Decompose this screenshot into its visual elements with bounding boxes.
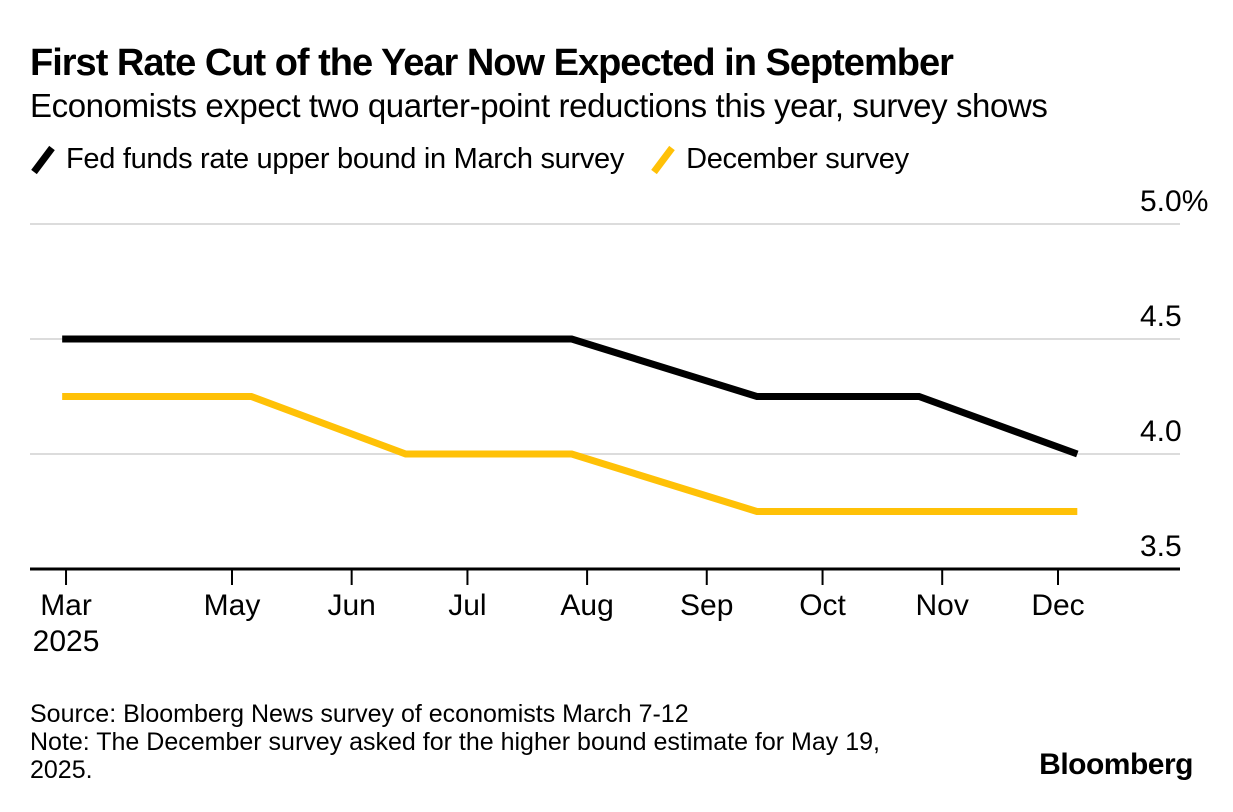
legend-item-december-survey: December survey [650, 143, 909, 176]
x-tick-label: Aug [560, 589, 614, 622]
legend-item-march-survey: Fed funds rate upper bound in March surv… [30, 143, 624, 176]
chart-subtitle: Economists expect two quarter-point redu… [30, 87, 1048, 124]
legend-label-march-survey: Fed funds rate upper bound in March surv… [66, 143, 625, 175]
legend-label-december-survey: December survey [686, 143, 909, 175]
yellow-slash-icon [651, 145, 675, 174]
note-text: Note: The December survey asked for the … [30, 728, 880, 784]
x-tick-label: Oct [799, 589, 846, 622]
legend: Fed funds rate upper bound in March surv… [30, 143, 909, 176]
y-tick-label: 4.0 [1140, 415, 1182, 448]
x-tick-label: Nov [915, 589, 969, 622]
source-text: Source: Bloomberg News survey of economi… [30, 700, 689, 728]
x-tick-sublabel: 2025 [32, 625, 100, 658]
x-tick-label: Sep [680, 589, 734, 622]
series-line-1 [62, 393, 1078, 515]
y-tick-label: 4.5 [1140, 300, 1182, 333]
x-tick-label: Jul [448, 589, 487, 622]
footer-notes: Source: Bloomberg News survey of economi… [30, 700, 910, 784]
series-line-0 [62, 335, 1079, 458]
y-tick-label: 3.5 [1140, 530, 1182, 563]
y-tick-label: 5.0% [1140, 185, 1209, 218]
black-slash-icon [31, 145, 55, 174]
x-tick-label: Mar [40, 589, 92, 622]
x-tick-label: Dec [1031, 589, 1085, 622]
chart-title: First Rate Cut of the Year Now Expected … [30, 42, 954, 84]
x-tick-label: Jun [327, 589, 376, 622]
bloomberg-logo: Bloomberg [1039, 748, 1193, 781]
x-tick-label: May [203, 589, 261, 622]
